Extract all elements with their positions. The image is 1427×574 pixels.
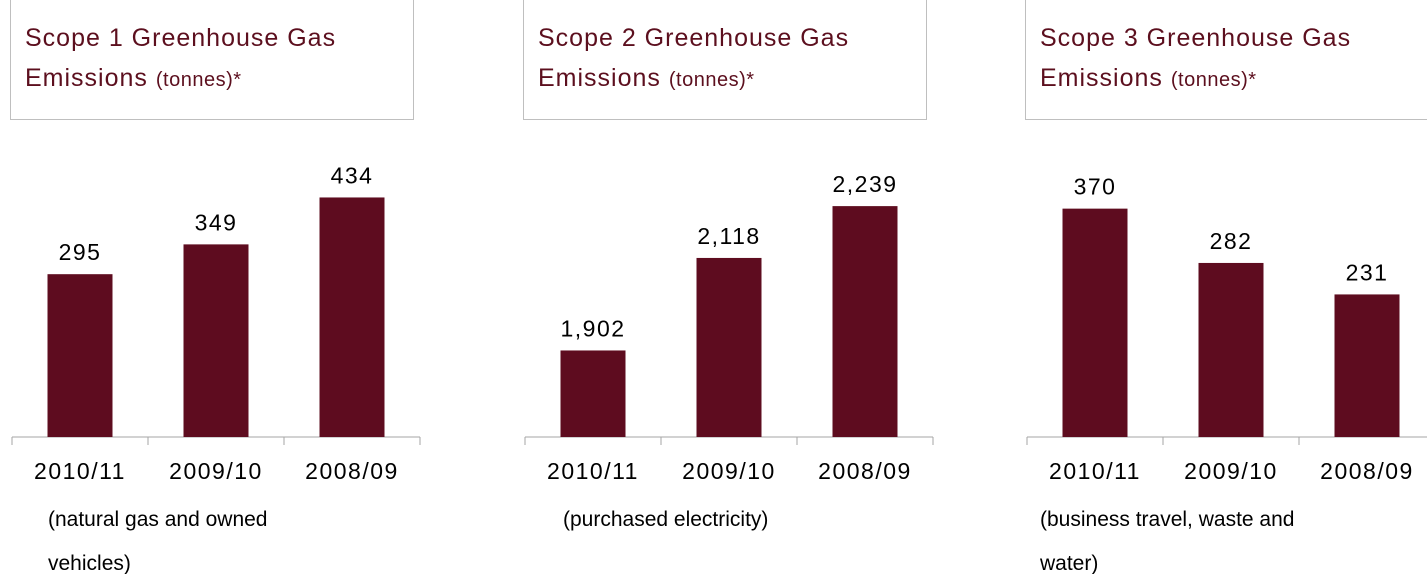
- bar-chart: 370 2010/11 282 2009/10 231 2008/09: [1026, 174, 1427, 484]
- bar-chart: 295 2010/11 349 2009/10 434 2008/09: [11, 162, 421, 484]
- chart-annotation: (purchased electricity): [563, 508, 769, 531]
- value-label: 2,118: [697, 223, 760, 249]
- x-tick-label: 2008/09: [818, 458, 912, 484]
- bar-chart: 1,902 2010/11 2,118 2009/10 2,239 2008/09: [524, 171, 934, 484]
- x-tick-label: 2009/10: [1184, 458, 1278, 484]
- chart-panel: Scope 3 Greenhouse Gas Emissions (tonnes…: [1015, 0, 1427, 574]
- value-label: 434: [331, 162, 374, 188]
- chart-annotation: (natural gas and owned vehicles): [48, 508, 268, 574]
- x-tick-label: 2008/09: [1320, 458, 1414, 484]
- x-tick-label: 2010/11: [34, 458, 126, 484]
- bar: [183, 244, 249, 437]
- chart-panel: Scope 2 Greenhouse Gas Emissions (tonnes…: [513, 0, 983, 574]
- value-label: 370: [1074, 174, 1117, 200]
- chart-title: Scope 2 Greenhouse Gas Emissions: [538, 24, 850, 92]
- value-label: 349: [195, 209, 238, 235]
- x-tick-label: 2009/10: [169, 458, 263, 484]
- x-tick-label: 2008/09: [305, 458, 399, 484]
- bar: [1062, 208, 1128, 437]
- x-tick-label: 2009/10: [682, 458, 776, 484]
- title-box: Scope 3 Greenhouse Gas Emissions (tonnes…: [1025, 0, 1427, 120]
- x-tick-label: 2010/11: [1049, 458, 1141, 484]
- chart-subtitle: (tonnes)*: [668, 69, 755, 91]
- x-tick-label: 2010/11: [547, 458, 639, 484]
- chart-title-block: Scope 2 Greenhouse Gas Emissions (tonnes…: [538, 18, 908, 100]
- bar: [319, 197, 385, 437]
- bar: [47, 274, 113, 437]
- chart-subtitle: (tonnes)*: [155, 69, 242, 91]
- chart-title: Scope 1 Greenhouse Gas Emissions: [25, 24, 337, 92]
- bar: [696, 257, 762, 437]
- title-box: Scope 1 Greenhouse Gas Emissions (tonnes…: [10, 0, 414, 120]
- value-label: 295: [59, 239, 102, 265]
- chart-annotation: (business travel, waste and water): [1040, 508, 1295, 574]
- title-box: Scope 2 Greenhouse Gas Emissions (tonnes…: [523, 0, 927, 120]
- value-label: 2,239: [832, 171, 897, 197]
- chart-title-block: Scope 3 Greenhouse Gas Emissions (tonnes…: [1040, 18, 1410, 100]
- value-label: 231: [1346, 259, 1389, 285]
- chart-title-block: Scope 1 Greenhouse Gas Emissions (tonnes…: [25, 18, 395, 100]
- bar: [560, 350, 626, 437]
- bar: [832, 206, 898, 437]
- bar: [1334, 294, 1400, 437]
- value-label: 1,902: [560, 315, 625, 341]
- value-label: 282: [1210, 228, 1253, 254]
- chart-panel: Scope 1 Greenhouse Gas Emissions (tonnes…: [0, 0, 470, 574]
- bar: [1198, 262, 1264, 437]
- chart-title: Scope 3 Greenhouse Gas Emissions: [1040, 24, 1352, 92]
- chart-subtitle: (tonnes)*: [1170, 69, 1257, 91]
